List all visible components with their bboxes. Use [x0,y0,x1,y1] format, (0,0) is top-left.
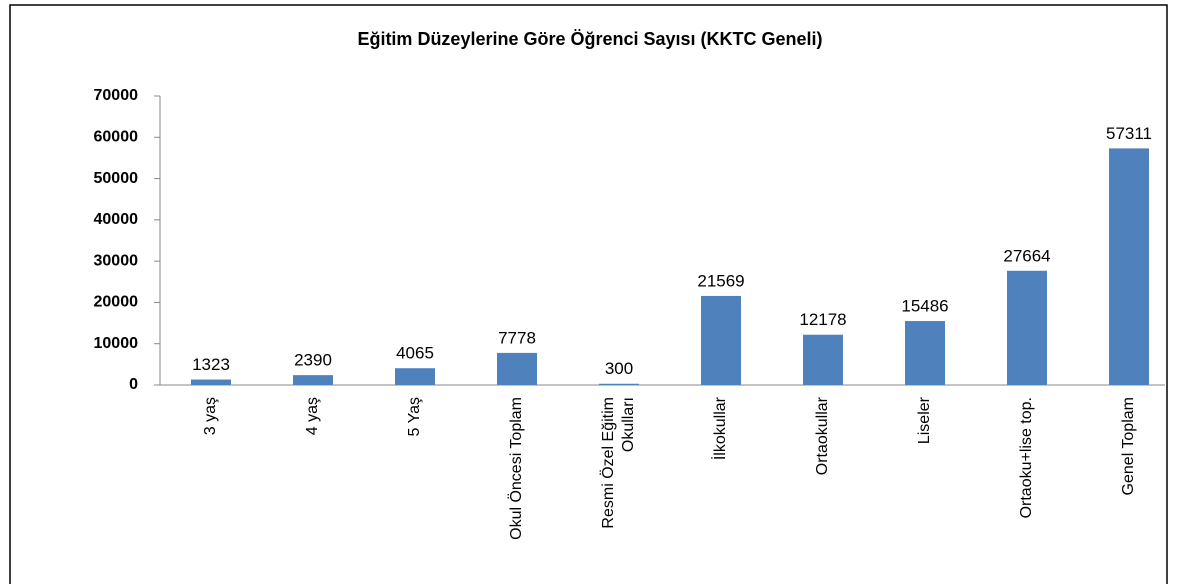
value-label: 12178 [799,310,846,329]
y-tick-label: 20000 [94,294,139,311]
value-label: 1323 [192,355,230,374]
bar [1109,148,1149,385]
value-label: 27664 [1003,246,1050,265]
y-tick-label: 0 [129,376,138,393]
value-label: 7778 [498,328,536,347]
bar [905,321,945,385]
x-tick-label: Okul Öncesi Toplam [507,397,525,540]
y-tick-label: 40000 [94,211,139,228]
bar [191,379,231,385]
x-tick-label: 4 yaş [304,397,321,435]
x-tick-label: Ortaoku+lise top. [1018,397,1035,518]
value-label: 21569 [697,271,744,290]
bar [293,375,333,385]
x-tick-label: Genel Toplam [1120,397,1137,495]
x-tick-label: 5 Yaş [406,397,423,436]
x-tick-label: Resmi Özel Eğitim Okulları [599,397,637,529]
bar [803,334,843,385]
bar [497,352,537,385]
x-tick-label: 3 yaş [202,397,219,435]
value-label: 15486 [901,297,948,316]
bar [701,295,741,385]
y-tick-label: 50000 [94,170,139,187]
y-tick-label: 10000 [94,335,139,352]
value-label: 300 [605,359,633,378]
chart-frame [9,4,1168,584]
x-tick-label: Liseler [916,396,933,444]
value-label: 4065 [396,344,434,363]
y-tick-label: 60000 [94,129,139,146]
bar [599,383,639,385]
chart-title: Eğitim Düzeylerine Göre Öğrenci Sayısı (… [357,29,822,49]
x-tick-label: İlkokullar [710,396,729,460]
value-label: 57311 [1106,124,1152,143]
y-tick-label: 30000 [94,252,139,269]
bar [395,368,435,385]
bar [1007,270,1047,385]
y-tick-label: 70000 [94,87,139,104]
x-tick-label: Ortaokullar [814,396,831,475]
value-label: 2390 [294,351,332,370]
